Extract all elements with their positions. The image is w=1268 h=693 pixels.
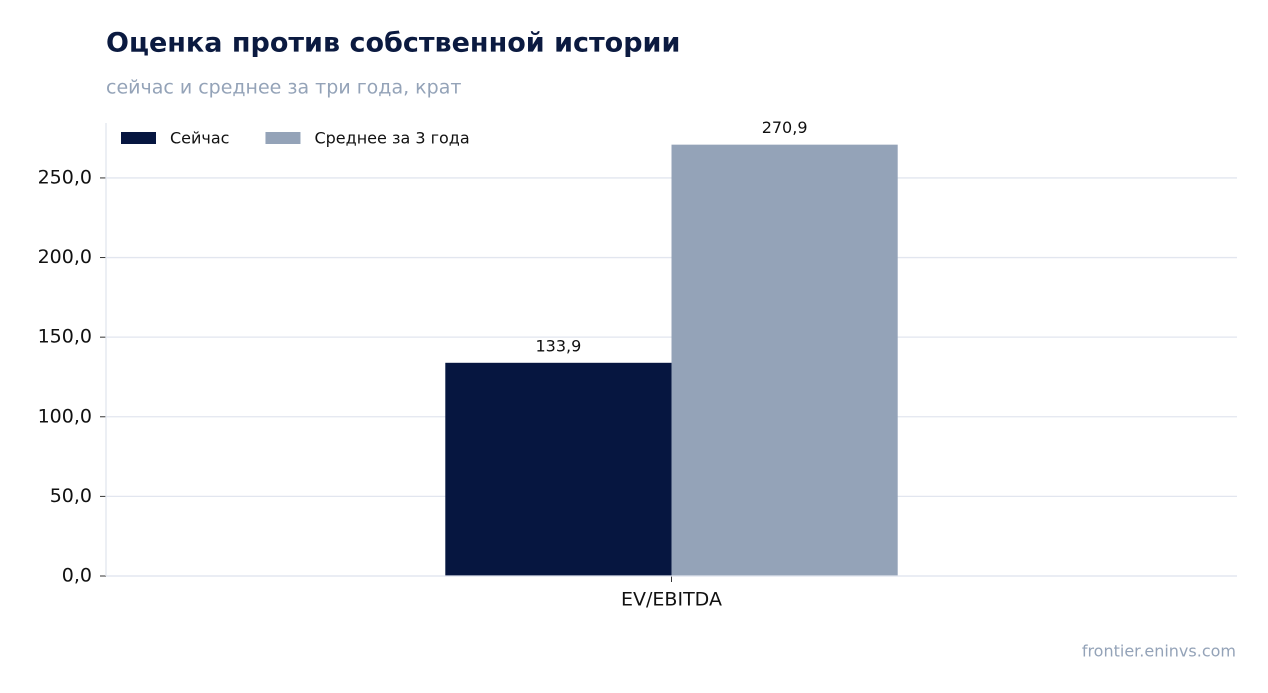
chart-subtitle: сейчас и среднее за три года, крат (106, 77, 461, 99)
x-tick-label: EV/EBITDA (621, 589, 722, 611)
y-tick-label: 100,0 (38, 405, 92, 427)
bar (445, 362, 672, 576)
legend-swatch (121, 132, 156, 144)
legend-swatch (265, 132, 301, 144)
y-tick-label: 50,0 (50, 485, 92, 507)
y-tick-label: 150,0 (38, 326, 92, 348)
bar (671, 144, 898, 576)
chart-title: Оценка против собственной истории (106, 28, 680, 59)
value-label: 270,9 (762, 118, 808, 137)
y-tick-label: 0,0 (62, 565, 92, 587)
legend-label: Сейчас (170, 129, 229, 148)
value-label: 133,9 (535, 336, 581, 355)
y-tick-label: 250,0 (38, 166, 92, 188)
y-tick-label: 200,0 (38, 246, 92, 268)
source: frontier.eninvs.com (1082, 642, 1236, 661)
legend-label: Среднее за 3 года (314, 129, 469, 148)
